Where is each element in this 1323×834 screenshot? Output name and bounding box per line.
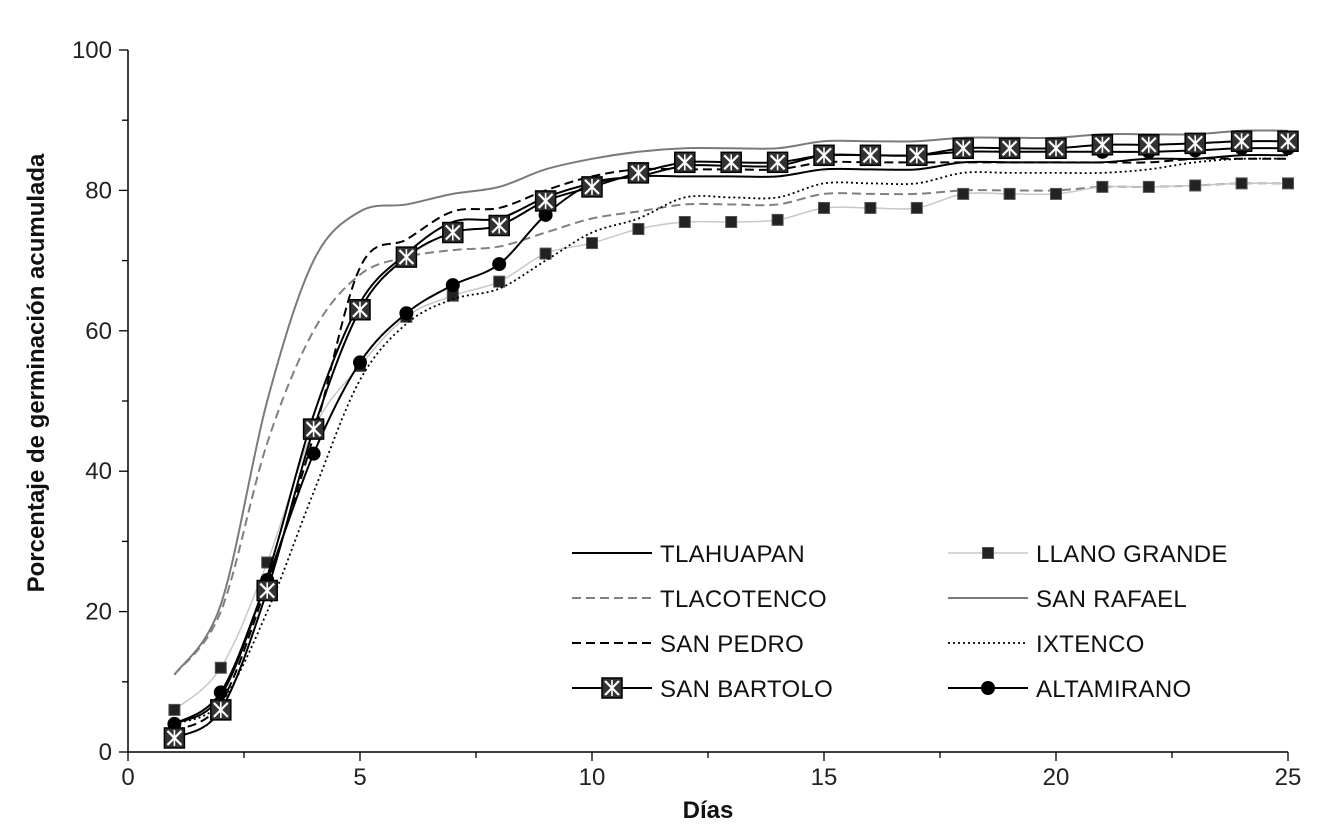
data-point-san-bartolo xyxy=(674,151,696,174)
data-point-san-bartolo xyxy=(534,190,557,212)
series-line-tlahuapan xyxy=(173,154,1289,725)
series-line-ixtenco xyxy=(174,157,1289,725)
data-point-llano-grande xyxy=(864,201,877,214)
legend-item-san-rafael: SAN RAFAEL xyxy=(948,586,1187,613)
data-point-san-bartolo xyxy=(256,579,278,602)
data-point-san-bartolo xyxy=(859,144,882,167)
data-point-san-bartolo xyxy=(581,176,603,198)
legend-swatch-marker xyxy=(982,547,994,559)
data-point-llano-grande xyxy=(910,201,923,214)
data-point-san-bartolo xyxy=(1277,130,1299,153)
data-point-llano-grande xyxy=(1142,180,1155,193)
data-point-altamirano xyxy=(306,446,321,461)
x-tick-label: 20 xyxy=(1043,764,1070,791)
data-point-llano-grande xyxy=(1003,187,1016,200)
data-point-san-bartolo xyxy=(442,221,464,244)
data-point-llano-grande xyxy=(678,215,691,228)
legend-label: SAN BARTOLO xyxy=(660,676,833,703)
series-tlahuapan xyxy=(173,154,1289,725)
series-san-bartolo xyxy=(163,130,1299,749)
data-point-san-bartolo xyxy=(395,246,418,268)
series-ixtenco xyxy=(174,157,1289,725)
x-tick-label: 25 xyxy=(1275,764,1302,791)
series-layer xyxy=(163,129,1299,749)
data-point-llano-grande xyxy=(1282,177,1294,190)
axes: 0 20 40 60 80 100 0 5 10 15 20 25 xyxy=(72,37,1301,791)
legend-label: ALTAMIRANO xyxy=(1036,676,1191,703)
data-point-llano-grande xyxy=(957,187,970,200)
x-tick-label: 15 xyxy=(811,764,838,791)
data-point-llano-grande xyxy=(586,237,598,250)
data-point-llano-grande xyxy=(168,703,181,716)
data-point-llano-grande xyxy=(1096,180,1109,193)
data-point-san-bartolo xyxy=(1230,130,1253,153)
legend-item-llano-grande: LLANO GRANDE xyxy=(948,541,1228,568)
data-point-san-bartolo xyxy=(163,727,186,749)
legend-label: SAN RAFAEL xyxy=(1036,586,1187,613)
data-point-llano-grande xyxy=(214,661,227,674)
data-point-llano-grande xyxy=(1189,179,1202,192)
legend-item-altamirano: ALTAMIRANO xyxy=(948,676,1191,703)
data-point-san-bartolo xyxy=(210,699,232,721)
data-point-altamirano xyxy=(399,306,414,321)
data-point-llano-grande xyxy=(725,215,738,228)
y-tick-label: 100 xyxy=(72,37,112,64)
x-tick-label: 5 xyxy=(353,764,366,791)
legend: TLAHUAPAN LLANO GRANDE TLACOTENCO SAN RAFAE… xyxy=(572,541,1228,703)
y-tick-label: 40 xyxy=(85,458,112,485)
y-axis-title: Porcentaje de germinación acumulada xyxy=(23,153,50,592)
legend-item-san-bartolo: SAN BARTOLO xyxy=(572,676,833,703)
data-point-llano-grande xyxy=(493,275,506,288)
data-point-san-bartolo xyxy=(766,151,789,174)
data-point-san-bartolo xyxy=(1138,134,1160,156)
data-point-altamirano xyxy=(213,685,228,700)
data-point-san-bartolo xyxy=(1184,132,1206,155)
data-point-llano-grande xyxy=(1050,187,1062,200)
legend-label: IXTENCO xyxy=(1036,631,1145,658)
data-point-san-bartolo xyxy=(813,144,835,167)
data-point-san-bartolo xyxy=(1091,134,1114,156)
y-tick-label: 80 xyxy=(85,177,112,204)
data-point-llano-grande xyxy=(818,201,830,214)
data-point-san-bartolo xyxy=(952,137,974,160)
data-point-altamirano xyxy=(445,278,460,293)
data-point-san-bartolo xyxy=(720,151,742,174)
legend-item-tlahuapan: TLAHUAPAN xyxy=(572,541,805,568)
x-tick-label: 10 xyxy=(579,764,606,791)
data-point-llano-grande xyxy=(1235,177,1248,190)
data-point-altamirano xyxy=(353,355,367,370)
y-tick-label: 60 xyxy=(85,318,112,345)
data-point-san-bartolo xyxy=(627,162,650,184)
data-point-san-bartolo xyxy=(349,298,371,321)
data-point-san-bartolo xyxy=(302,418,325,440)
legend-label: TLAHUAPAN xyxy=(660,541,805,568)
data-point-san-bartolo xyxy=(998,137,1021,160)
data-point-san-bartolo xyxy=(488,214,510,237)
data-point-llano-grande xyxy=(771,213,784,226)
data-point-llano-grande xyxy=(632,223,645,236)
legend-label: LLANO GRANDE xyxy=(1036,541,1228,568)
legend-label: TLACOTENCO xyxy=(660,586,827,613)
legend-item-tlacotenco: TLACOTENCO xyxy=(572,586,827,613)
data-point-altamirano xyxy=(492,257,507,272)
y-tick-label: 20 xyxy=(85,599,112,626)
legend-swatch-marker xyxy=(981,681,995,695)
series-llano-grande xyxy=(168,177,1294,716)
legend-item-san-pedro: SAN PEDRO xyxy=(572,631,804,658)
data-point-san-bartolo xyxy=(906,144,928,167)
y-tick-label: 0 xyxy=(99,739,112,766)
x-axis-title: Días xyxy=(683,797,734,824)
x-tick-label: 0 xyxy=(121,764,134,791)
data-point-llano-grande xyxy=(261,556,274,569)
legend-swatch-marker xyxy=(601,677,623,699)
data-point-san-bartolo xyxy=(1045,137,1067,160)
legend-item-ixtenco: IXTENCO xyxy=(948,631,1145,658)
legend-label: SAN PEDRO xyxy=(660,631,804,658)
data-point-llano-grande xyxy=(539,247,552,260)
